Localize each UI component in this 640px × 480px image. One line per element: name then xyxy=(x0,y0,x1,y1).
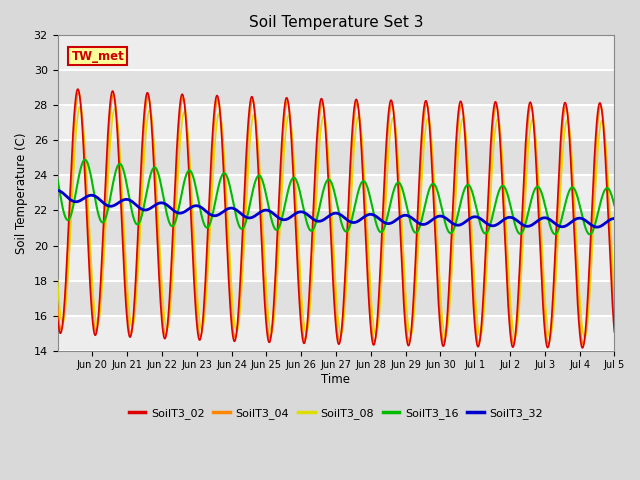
SoilT3_32 xyxy=(54,188,61,193)
SoilT3_02 xyxy=(74,86,82,92)
SoilT3_16 xyxy=(318,192,326,198)
SoilT3_04 xyxy=(292,217,300,223)
SoilT3_32 xyxy=(458,221,466,227)
SoilT3_32 xyxy=(292,211,300,216)
SoilT3_02 xyxy=(292,233,300,239)
Bar xyxy=(58,315,614,350)
Bar xyxy=(58,106,614,141)
SoilT3_04 xyxy=(458,103,466,109)
SoilT3_04 xyxy=(566,132,573,137)
SoilT3_08 xyxy=(458,117,466,122)
SoilT3_04 xyxy=(579,342,587,348)
Line: SoilT3_32: SoilT3_32 xyxy=(58,191,614,227)
SoilT3_32 xyxy=(611,216,618,221)
SoilT3_08 xyxy=(581,335,589,340)
SoilT3_16 xyxy=(566,187,573,193)
Line: SoilT3_08: SoilT3_08 xyxy=(58,107,614,337)
SoilT3_04 xyxy=(54,302,61,308)
SoilT3_16 xyxy=(292,177,300,183)
SoilT3_08 xyxy=(611,292,618,298)
Text: TW_met: TW_met xyxy=(72,49,124,62)
SoilT3_32 xyxy=(318,217,326,223)
SoilT3_08 xyxy=(54,277,61,283)
SoilT3_16 xyxy=(611,203,618,208)
SoilT3_02 xyxy=(458,103,466,109)
SoilT3_08 xyxy=(288,126,296,132)
SoilT3_02 xyxy=(318,97,326,103)
SoilT3_08 xyxy=(594,152,602,157)
X-axis label: Time: Time xyxy=(321,373,351,386)
Bar xyxy=(58,176,614,211)
Line: SoilT3_16: SoilT3_16 xyxy=(58,160,614,234)
SoilT3_02 xyxy=(54,314,61,320)
SoilT3_16 xyxy=(586,231,593,237)
SoilT3_16 xyxy=(288,177,296,183)
Title: Soil Temperature Set 3: Soil Temperature Set 3 xyxy=(249,15,423,30)
SoilT3_32 xyxy=(287,214,295,219)
SoilT3_32 xyxy=(593,224,601,230)
SoilT3_04 xyxy=(288,132,296,137)
SoilT3_04 xyxy=(318,99,326,105)
SoilT3_16 xyxy=(81,157,89,163)
SoilT3_04 xyxy=(75,90,83,96)
Y-axis label: Soil Temperature (C): Soil Temperature (C) xyxy=(15,132,28,254)
SoilT3_02 xyxy=(611,329,618,335)
SoilT3_32 xyxy=(593,224,601,230)
SoilT3_02 xyxy=(594,111,602,117)
SoilT3_16 xyxy=(458,194,466,200)
Bar xyxy=(58,245,614,280)
SoilT3_04 xyxy=(611,317,618,323)
SoilT3_08 xyxy=(292,193,300,199)
Bar xyxy=(58,36,614,71)
SoilT3_32 xyxy=(566,221,573,227)
SoilT3_02 xyxy=(288,141,296,146)
SoilT3_16 xyxy=(594,212,602,218)
Legend: SoilT3_02, SoilT3_04, SoilT3_08, SoilT3_16, SoilT3_32: SoilT3_02, SoilT3_04, SoilT3_08, SoilT3_… xyxy=(124,404,548,423)
Line: SoilT3_04: SoilT3_04 xyxy=(58,93,614,345)
SoilT3_02 xyxy=(566,140,573,145)
SoilT3_08 xyxy=(566,128,573,133)
SoilT3_04 xyxy=(594,121,602,127)
Line: SoilT3_02: SoilT3_02 xyxy=(58,89,614,348)
SoilT3_08 xyxy=(318,117,326,122)
SoilT3_08 xyxy=(76,104,84,109)
SoilT3_02 xyxy=(579,345,586,351)
SoilT3_16 xyxy=(54,177,61,182)
